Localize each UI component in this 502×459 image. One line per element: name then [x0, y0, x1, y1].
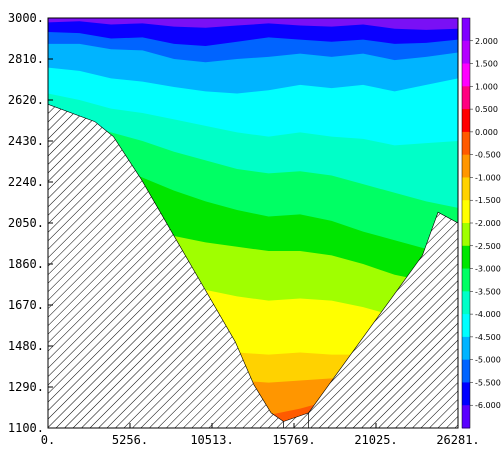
terrain-left [48, 103, 284, 428]
terrain-right [308, 211, 458, 428]
x-tick-label: 21025. [354, 433, 397, 447]
colorbar-label: -4.000 [475, 310, 501, 319]
y-tick-label: 1100. [8, 421, 44, 435]
colorbar-segment [462, 86, 470, 110]
colorbar-segment [462, 131, 470, 156]
plot-area [48, 18, 458, 428]
colorbar-label: -3.500 [475, 287, 501, 296]
colorbar-segment [462, 177, 470, 201]
colorbar-label: -4.500 [475, 333, 501, 342]
y-tick-label: 1670. [8, 298, 44, 312]
colorbar-label: -5.500 [475, 378, 501, 387]
x-tick-label: 5256. [112, 433, 148, 447]
colorbar-label: 1.000 [475, 82, 498, 91]
colorbar-segment [462, 245, 470, 270]
colorbar-segment [462, 63, 470, 87]
colorbar-segment [462, 40, 470, 65]
colorbar-segment [462, 291, 470, 315]
y-tick-label: 2050. [8, 216, 44, 230]
y-tick-label: 1290. [8, 380, 44, 394]
colorbar-label: -2.500 [475, 242, 501, 251]
colorbar-label: -6.000 [475, 401, 501, 410]
colorbar-segment [462, 336, 470, 361]
y-tick-label: 2620. [8, 93, 44, 107]
colorbar-segment [462, 382, 470, 406]
colorbar-label: -1.500 [475, 196, 501, 205]
y-axis: 3000. 2810. 2620. 2430. 2240. 2050. 1860. 1670.… [8, 11, 53, 435]
terrain-floor [283, 412, 309, 428]
colorbar-label: 2.000 [475, 37, 498, 46]
colorbar-segment [462, 359, 470, 383]
colorbar-label: -5.000 [475, 356, 501, 365]
x-tick-label: 10513. [190, 433, 233, 447]
y-tick-label: 3000. [8, 11, 44, 25]
colorbar-label: 0.500 [475, 105, 498, 114]
colorbar-label: -1.000 [475, 173, 501, 182]
x-tick-label: 15769. [272, 433, 315, 447]
x-tick-label: 0. [41, 433, 55, 447]
colorbar-label: -2.000 [475, 219, 501, 228]
x-axis: 0. 5256. 10513. 15769. 21025. 26281. [41, 423, 480, 447]
colorbar-label: 0.000 [475, 128, 498, 137]
colorbar-segment [462, 154, 470, 178]
y-tick-label: 1860. [8, 257, 44, 271]
x-tick-label: 26281. [436, 433, 479, 447]
y-tick-label: 1480. [8, 339, 44, 353]
y-tick-label: 2430. [8, 134, 44, 148]
colorbar-segment [462, 405, 470, 429]
colorbar-segment [462, 268, 470, 292]
colorbar: 2.000 1.500 1.000 0.500 0.000 -0.500 -1.000 -1.… [461, 17, 501, 429]
colorbar-label: 1.500 [475, 60, 498, 69]
colorbar-segment [462, 109, 470, 133]
colorbar-label: -0.500 [475, 151, 501, 160]
y-tick-label: 2810. [8, 52, 44, 66]
colorbar-segment [462, 314, 470, 338]
colorbar-segment [462, 18, 470, 42]
colorbar-segment [462, 200, 470, 224]
colorbar-label: -3.000 [475, 265, 501, 274]
colorbar-segment [462, 223, 470, 247]
y-tick-label: 2240. [8, 175, 44, 189]
